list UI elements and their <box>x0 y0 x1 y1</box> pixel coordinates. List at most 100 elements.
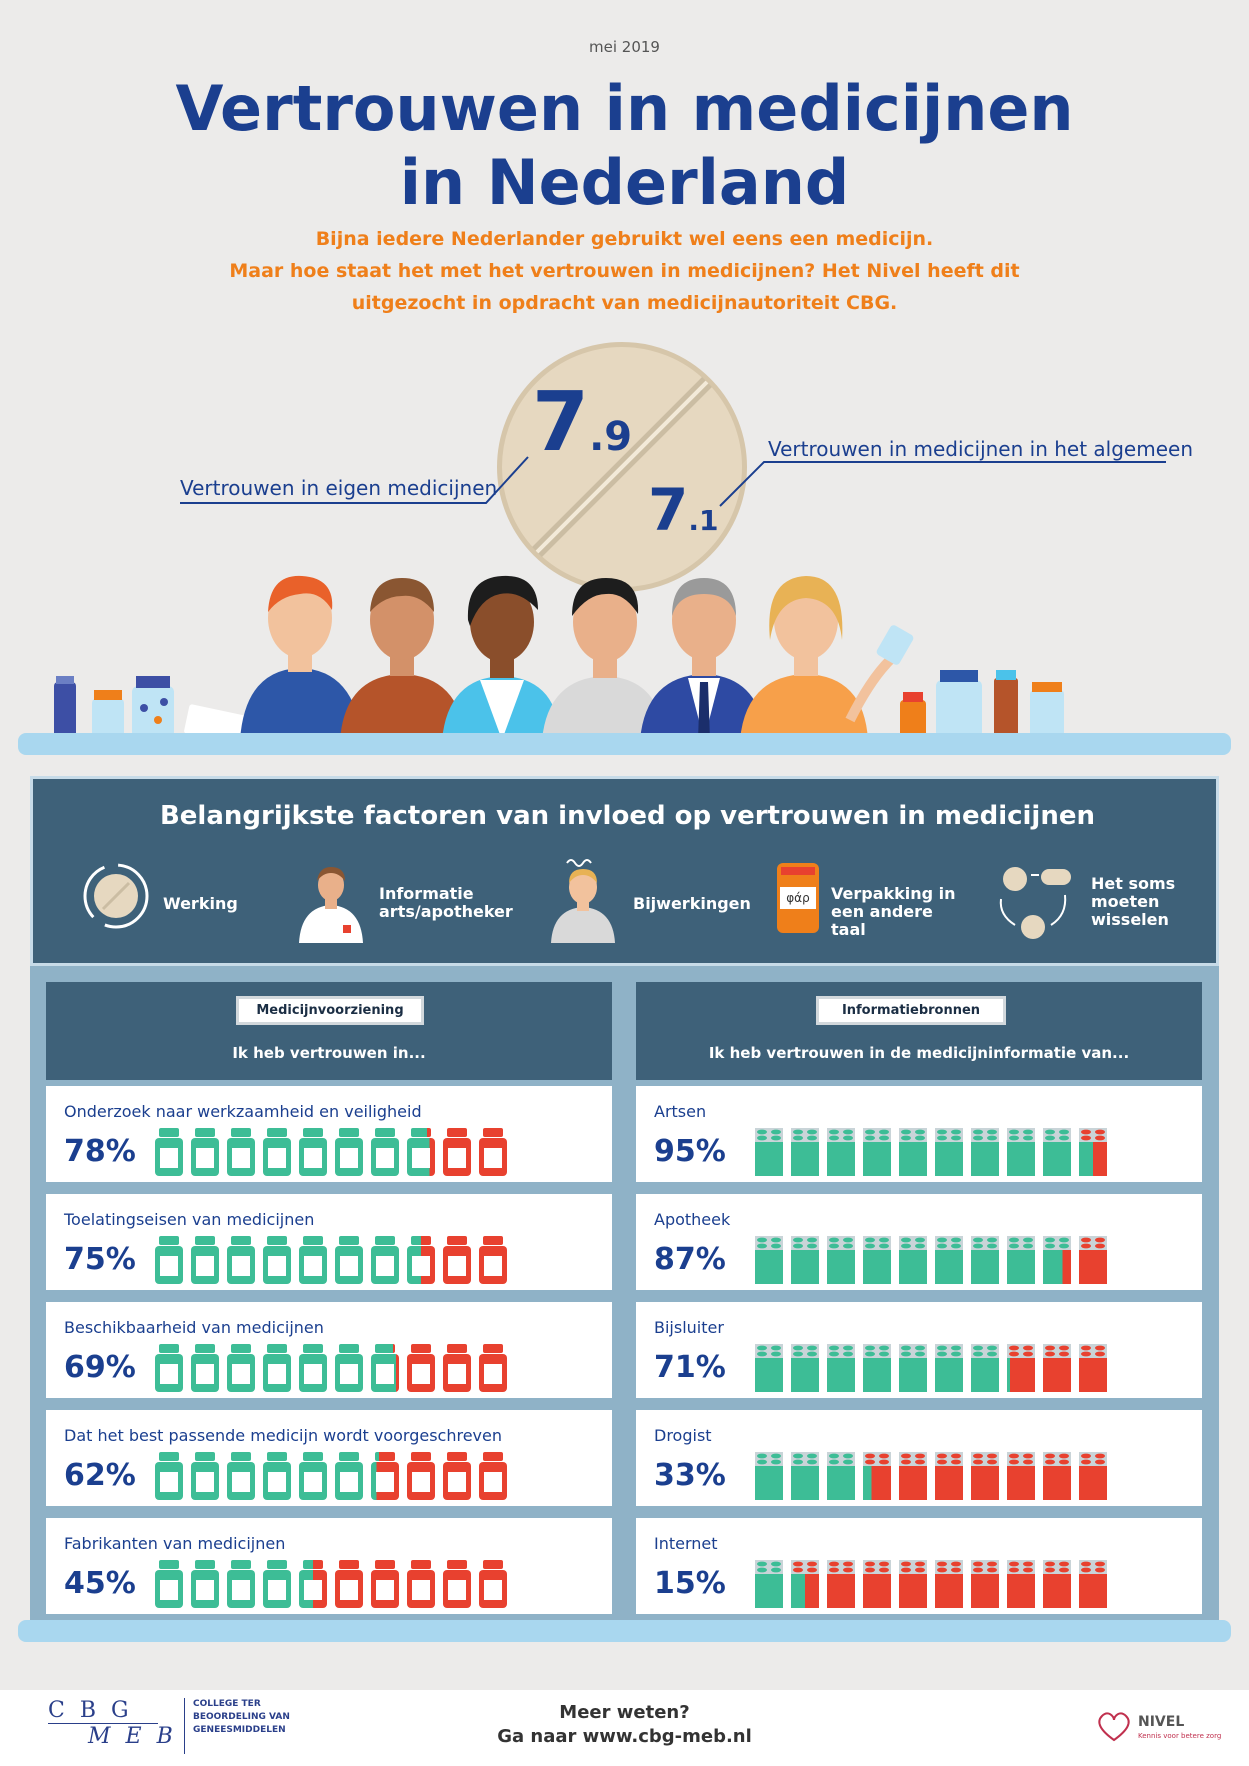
score-own: 7.9 <box>532 378 632 482</box>
blister-2 <box>827 1452 855 1500</box>
factor-bijwerkingen: Bijwerkingen <box>633 894 751 913</box>
right-row-icons <box>754 1560 1114 1608</box>
right-row-icons <box>754 1452 1114 1500</box>
blister-3 <box>863 1344 891 1392</box>
right-row-label: Artsen <box>654 1102 707 1121</box>
bottle-5 <box>335 1236 363 1284</box>
nivel-name: NIVEL <box>1138 1714 1185 1730</box>
right-row-percentage: 87% <box>654 1242 726 1277</box>
bottle-7 <box>407 1452 435 1500</box>
page-title: Vertrouwen in medicijnen in Nederland <box>0 72 1249 220</box>
foreign-package-icon: φάρ <box>777 863 819 933</box>
more-info-link[interactable]: Ga naar www.cbg-meb.nl <box>497 1726 752 1747</box>
bottle-9 <box>479 1560 507 1608</box>
intro-line-1: Bijna iedere Nederlander gebruikt wel ee… <box>315 228 934 250</box>
blister-0 <box>755 1344 783 1392</box>
blister-8 <box>1043 1236 1071 1284</box>
nivel-tagline: Kennis voor betere zorg <box>1138 1732 1222 1740</box>
bottle-0 <box>155 1452 183 1500</box>
package-label: φάρ <box>780 887 816 909</box>
score-own-dec: .9 <box>589 414 633 460</box>
footer: C B G M E B COLLEGE TER BEOORDELING VAN … <box>0 1690 1249 1766</box>
person-5 <box>640 578 766 740</box>
tag-informatiebronnen: Informatiebronnen <box>816 996 1006 1025</box>
cabinet: Medicijnvoorziening Ik heb vertrouwen in… <box>30 966 1219 1631</box>
right-row-percentage: 15% <box>654 1566 726 1601</box>
left-row-percentage: 69% <box>64 1350 136 1385</box>
bottle-8 <box>443 1560 471 1608</box>
bottle-6 <box>371 1128 399 1176</box>
factors-title: Belangrijkste factoren van invloed op ve… <box>159 801 1095 831</box>
factor-verpakking: Verpakking in een andere taal <box>831 884 956 939</box>
left-subtitle: Ik heb vertrouwen in... <box>232 1044 426 1062</box>
date: mei 2019 <box>589 38 660 56</box>
factor-werking: Werking <box>163 894 238 913</box>
cbg-name-1: COLLEGE TER <box>193 1699 261 1709</box>
left-row-icons <box>154 1236 514 1284</box>
person-3 <box>442 575 560 740</box>
switch-pills-icon <box>999 867 1071 939</box>
bottle-4 <box>299 1236 327 1284</box>
left-row-icons <box>154 1560 514 1608</box>
counter-bottom <box>18 1620 1231 1642</box>
blister-7 <box>1007 1344 1035 1392</box>
dizzy-person-icon <box>551 859 615 943</box>
bottle-0 <box>155 1344 183 1392</box>
blister-9 <box>1079 1236 1107 1284</box>
right-row-label: Bijsluiter <box>654 1318 724 1337</box>
factors-panel: Belangrijkste factoren van invloed op ve… <box>30 776 1219 966</box>
right-bottles <box>900 670 1064 738</box>
bottle-2 <box>227 1128 255 1176</box>
blister-2 <box>827 1128 855 1176</box>
factor-wisselen: Het soms moeten wisselen <box>1091 874 1176 929</box>
blister-8 <box>1043 1452 1071 1500</box>
left-row-label: Beschikbaarheid van medicijnen <box>64 1318 324 1337</box>
bottle-9 <box>479 1452 507 1500</box>
left-row: Dat het best passende medicijn wordt voo… <box>46 1410 612 1506</box>
blister-4 <box>899 1560 927 1608</box>
person-4 <box>542 578 665 740</box>
left-row-label: Fabrikanten van medicijnen <box>64 1534 286 1553</box>
blister-3 <box>863 1128 891 1176</box>
cbg-logo: C B G M E B <box>48 1698 177 1749</box>
bottle-7 <box>407 1128 435 1176</box>
blister-8 <box>1043 1560 1071 1608</box>
cbg-name-3: GENEESMIDDELEN <box>193 1725 286 1735</box>
bottle-7 <box>407 1236 435 1284</box>
person-2 <box>340 578 465 740</box>
blister-5 <box>935 1452 963 1500</box>
bottle-1 <box>191 1128 219 1176</box>
left-row-percentage: 78% <box>64 1134 136 1169</box>
right-row-icons <box>754 1236 1114 1284</box>
bottle-3 <box>263 1344 291 1392</box>
bottle-2 <box>227 1236 255 1284</box>
blister-5 <box>935 1560 963 1608</box>
bottle-7 <box>407 1560 435 1608</box>
blister-4 <box>899 1344 927 1392</box>
pill-score-line <box>532 377 712 557</box>
bottle-0 <box>155 1236 183 1284</box>
blister-0 <box>755 1236 783 1284</box>
label-own-leader <box>180 456 529 504</box>
nivel-heart-icon <box>1098 1712 1130 1742</box>
bottle-1 <box>191 1344 219 1392</box>
score-general: 7.1 <box>648 478 718 553</box>
bottle-6 <box>371 1452 399 1500</box>
title-line-2: in Nederland <box>399 146 850 219</box>
bottle-0 <box>155 1128 183 1176</box>
blister-3 <box>863 1236 891 1284</box>
right-row-label: Drogist <box>654 1426 712 1445</box>
person-6 <box>740 576 914 740</box>
blister-6 <box>971 1128 999 1176</box>
left-row: Beschikbaarheid van medicijnen 69% <box>46 1302 612 1398</box>
right-row-label: Internet <box>654 1534 718 1553</box>
blister-2 <box>827 1344 855 1392</box>
right-subtitle: Ik heb vertrouwen in de medicijninformat… <box>708 1044 1130 1062</box>
bottle-1 <box>191 1452 219 1500</box>
blister-7 <box>1007 1560 1035 1608</box>
bottle-9 <box>479 1344 507 1392</box>
tag-medicijnvoorziening: Medicijnvoorziening <box>236 996 424 1025</box>
blister-1 <box>791 1128 819 1176</box>
bottle-8 <box>443 1236 471 1284</box>
right-column-header: Informatiebronnen Ik heb vertrouwen in d… <box>636 982 1202 1080</box>
